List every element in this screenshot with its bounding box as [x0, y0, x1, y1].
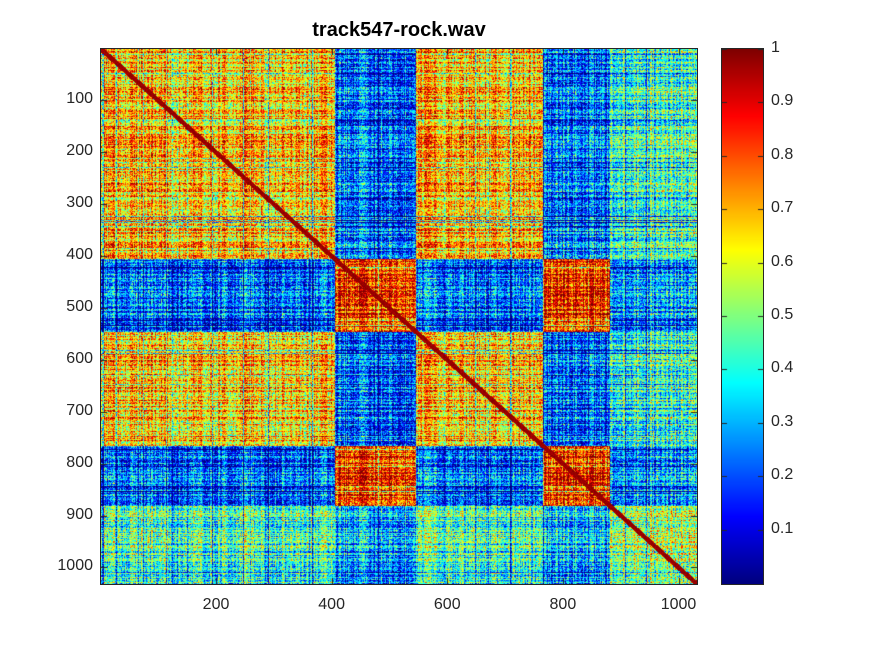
x-tick-label: 1000 — [660, 596, 697, 613]
y-tick-label: 500 — [66, 297, 93, 315]
colorbar-tick-label: 0.3 — [771, 412, 794, 430]
self-similarity-heatmap — [101, 49, 697, 584]
colorbar-tick-label: 0.6 — [771, 252, 794, 270]
y-tick-label: 800 — [66, 453, 93, 471]
y-tick-label: 200 — [66, 142, 93, 160]
colorbar-tick-label: 0.8 — [771, 145, 794, 163]
x-tick-label: 600 — [433, 596, 461, 613]
colorbar-gradient — [722, 49, 763, 584]
colorbar-tick-label: 0.5 — [771, 306, 794, 323]
x-tick-label: 400 — [318, 596, 345, 613]
colorbar-tick-label: 0.2 — [771, 466, 794, 484]
colorbar — [721, 48, 764, 585]
y-tick-label: 900 — [66, 505, 93, 523]
y-tick-label: 1000 — [57, 557, 93, 575]
colorbar-tick-label: 0.1 — [771, 519, 794, 537]
y-tick-label: 600 — [66, 349, 93, 367]
x-tick-label: 200 — [202, 596, 230, 613]
y-tick-label: 400 — [66, 246, 93, 264]
x-tick-label: 800 — [549, 596, 577, 613]
colorbar-tick-label: 0.4 — [771, 359, 794, 377]
heatmap-axes — [100, 48, 698, 585]
colorbar-tick-label: 1 — [771, 39, 780, 56]
colorbar-tick-label: 0.9 — [771, 92, 794, 110]
y-tick-label: 700 — [66, 401, 93, 419]
colorbar-tick-label: 0.7 — [771, 199, 794, 217]
y-tick-label: 300 — [66, 194, 93, 212]
y-tick-label: 100 — [66, 90, 93, 108]
chart-title: track547-rock.wav — [312, 19, 486, 41]
